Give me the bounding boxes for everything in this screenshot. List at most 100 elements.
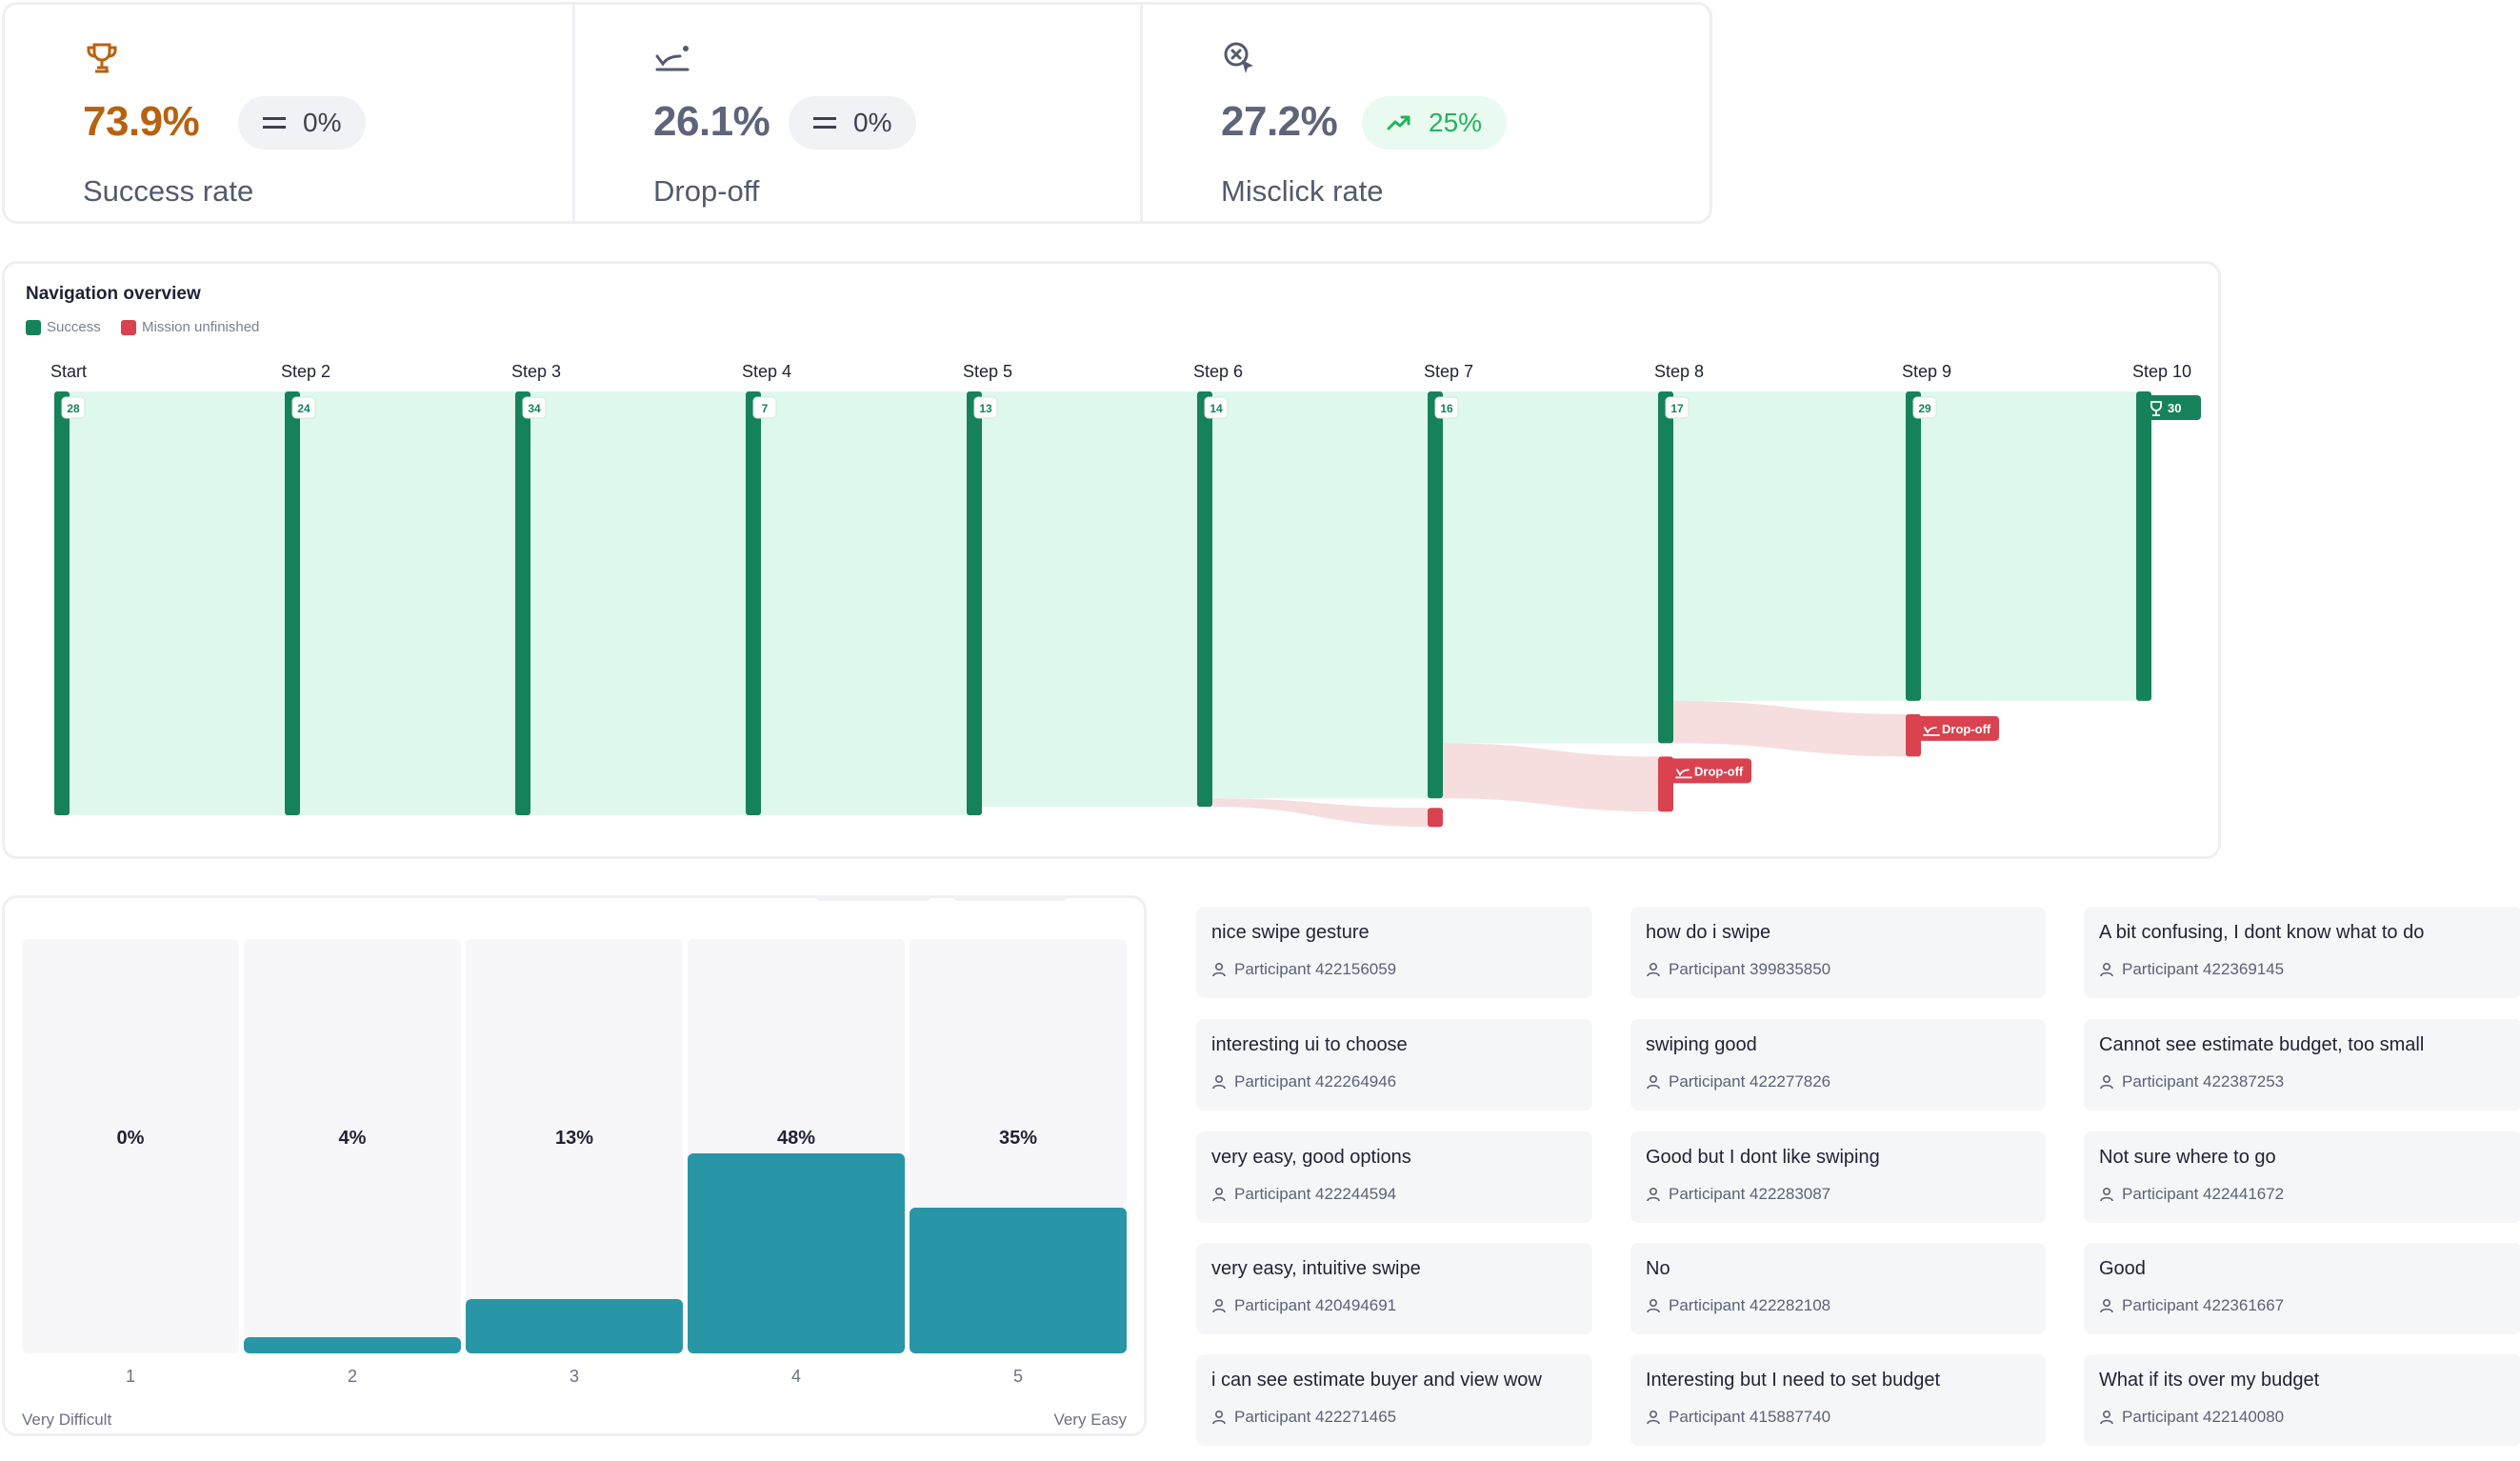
metric-success-rate: 73.9% 0% Success rate [5, 5, 572, 221]
user-icon [2100, 1298, 2113, 1313]
scale-max-label: Very Easy [1053, 1411, 1127, 1429]
comment-card[interactable]: What if its over my budget Participant 42… [2084, 1354, 2520, 1446]
comment-text: Good [2099, 1258, 2146, 1279]
dropoff-badge-label: Drop-off [1694, 764, 1744, 778]
rating-tick: 5 [1012, 1367, 1023, 1386]
participant-id: Participant 422441672 [2122, 1185, 2285, 1203]
comment-card[interactable]: A bit confusing, I dont know what to do P… [2084, 907, 2520, 998]
comment-card[interactable]: nice swipe gesture Participant 422156059 [1196, 907, 1592, 998]
metric-label: Misclick rate [1221, 174, 1384, 208]
step-count: 24 [297, 402, 310, 415]
rating-column-5: 35% [910, 939, 1127, 1353]
comment-card[interactable]: Not sure where to go Participant 42244167… [2084, 1131, 2520, 1223]
comment-card[interactable]: Good but I dont like swiping Participant … [1630, 1131, 2046, 1223]
participant-id: Participant 422277826 [1669, 1072, 1831, 1091]
metric-misclick-rate: 27.2% 25% Misclick rate [1140, 5, 1710, 221]
user-icon [1212, 1410, 1226, 1425]
comment-participant: Participant 422244594 [1211, 1185, 1396, 1204]
comment-card[interactable]: interesting ui to choose Participant 4222… [1196, 1019, 1592, 1111]
step-count-badge [973, 396, 998, 419]
comment-card[interactable]: i can see estimate buyer and view wow Par… [1196, 1354, 1592, 1446]
comment-text: interesting ui to choose [1211, 1034, 1408, 1055]
step-label: Step 2 [281, 362, 330, 381]
comment-text: very easy, good options [1211, 1147, 1411, 1168]
step-count-badge [291, 396, 316, 419]
user-icon [1647, 1298, 1660, 1313]
metric-value: 73.9% [83, 98, 200, 145]
comment-card[interactable]: swiping good Participant 422277826 [1630, 1019, 2046, 1111]
metric-value: 27.2% [1221, 98, 1338, 145]
comment-card[interactable]: how do i swipe Participant 399835850 [1630, 907, 2046, 998]
user-icon [1212, 1187, 1226, 1202]
step-node [285, 391, 300, 815]
rating-column-1: 0% [22, 939, 239, 1353]
comment-text: i can see estimate buyer and view wow [1211, 1370, 1542, 1391]
participant-id: Participant 420494691 [1234, 1296, 1397, 1314]
user-icon [1647, 1074, 1660, 1090]
misclick-icon [1224, 42, 1253, 73]
delta-badge: 25% [1362, 96, 1508, 150]
user-icon [1212, 962, 1226, 977]
step-label: Step 10 [2132, 362, 2191, 381]
drop-off-icon [1675, 769, 1692, 779]
success-flow-band [1921, 391, 2136, 701]
comment-card[interactable]: Good Participant 422361667 [2084, 1243, 2520, 1334]
comment-card[interactable]: Cannot see estimate budget, too small Par… [2084, 1019, 2520, 1111]
comment-text: Cannot see estimate budget, too small [2099, 1034, 2425, 1055]
step-count: 34 [528, 402, 541, 415]
comment-card[interactable]: very easy, good options Participant 42224… [1196, 1131, 1592, 1223]
step-node [967, 391, 982, 815]
drop-off-icon [1923, 726, 1940, 736]
user-icon [2100, 1074, 2113, 1090]
scale-min-label: Very Difficult [22, 1411, 112, 1429]
rating-column-3: 13% [466, 939, 683, 1353]
step-node [1428, 391, 1443, 799]
metrics-panel: 73.9% 0% Success rate 26.1% 0% Drop-off … [2, 2, 1712, 224]
success-flow-band [761, 391, 967, 815]
participant-id: Participant 422387253 [2122, 1072, 2285, 1091]
comment-text: swiping good [1646, 1034, 1757, 1055]
comment-participant: Participant 422156059 [1211, 960, 1396, 979]
step-label: Step 7 [1424, 362, 1473, 381]
step-count: 28 [67, 402, 80, 415]
comment-participant: Participant 399835850 [1646, 960, 1830, 979]
delta-badge: 0% [789, 96, 917, 150]
navigation-flow-chart: Drop-off Drop-off Start 28 Step 2 24 Step 3 34 S… [50, 362, 2201, 828]
rating-bar-label: 35% [998, 1128, 1038, 1149]
comment-participant: Participant 422369145 [2099, 960, 2284, 979]
comment-participant: Participant 422282108 [1646, 1296, 1830, 1315]
comment-card[interactable]: very easy, intuitive swipe Participant 42… [1196, 1243, 1592, 1334]
step-label: Start [50, 362, 87, 381]
step-node [1658, 391, 1673, 744]
comment-card[interactable]: No Participant 422282108 [1630, 1243, 2046, 1334]
step-node [54, 391, 70, 815]
comment-participant: Participant 422361667 [2099, 1296, 2284, 1315]
equals-icon [813, 117, 836, 129]
success-flow-band [1673, 391, 1906, 701]
comment-text: What if its over my budget [2099, 1370, 2320, 1391]
comment-card[interactable]: Interesting but I need to set budget Part… [1630, 1354, 2046, 1446]
tab-handle[interactable] [953, 895, 1068, 901]
comment-participant: Participant 422387253 [2099, 1072, 2284, 1091]
participant-id: Participant 422271465 [1234, 1408, 1397, 1426]
step-label: Step 9 [1902, 362, 1951, 381]
tab-handle[interactable] [816, 895, 930, 901]
step-count: 7 [762, 402, 769, 415]
rating-bar [466, 1299, 683, 1353]
participant-id: Participant 415887740 [1669, 1408, 1831, 1426]
success-flow-band [982, 391, 1197, 808]
success-flow-band [300, 391, 515, 815]
navigation-overview-panel: Navigation overview Success Mission unfi… [2, 261, 2221, 859]
trend-up-icon [1387, 115, 1410, 130]
delta-value: 25% [1429, 108, 1483, 137]
user-icon [2100, 1187, 2113, 1202]
rating-bar-label: 4% [338, 1128, 367, 1149]
step-label: Step 6 [1193, 362, 1243, 381]
comment-participant: Participant 422271465 [1211, 1408, 1396, 1427]
comment-participant: Participant 420494691 [1211, 1296, 1396, 1315]
metric-drop-off: 26.1% 0% Drop-off [572, 5, 1143, 221]
step-count-badge [1912, 396, 1937, 419]
comment-participant: Participant 422140080 [2099, 1408, 2284, 1427]
user-icon [2100, 1410, 2113, 1425]
comment-participant: Participant 422283087 [1646, 1185, 1830, 1204]
